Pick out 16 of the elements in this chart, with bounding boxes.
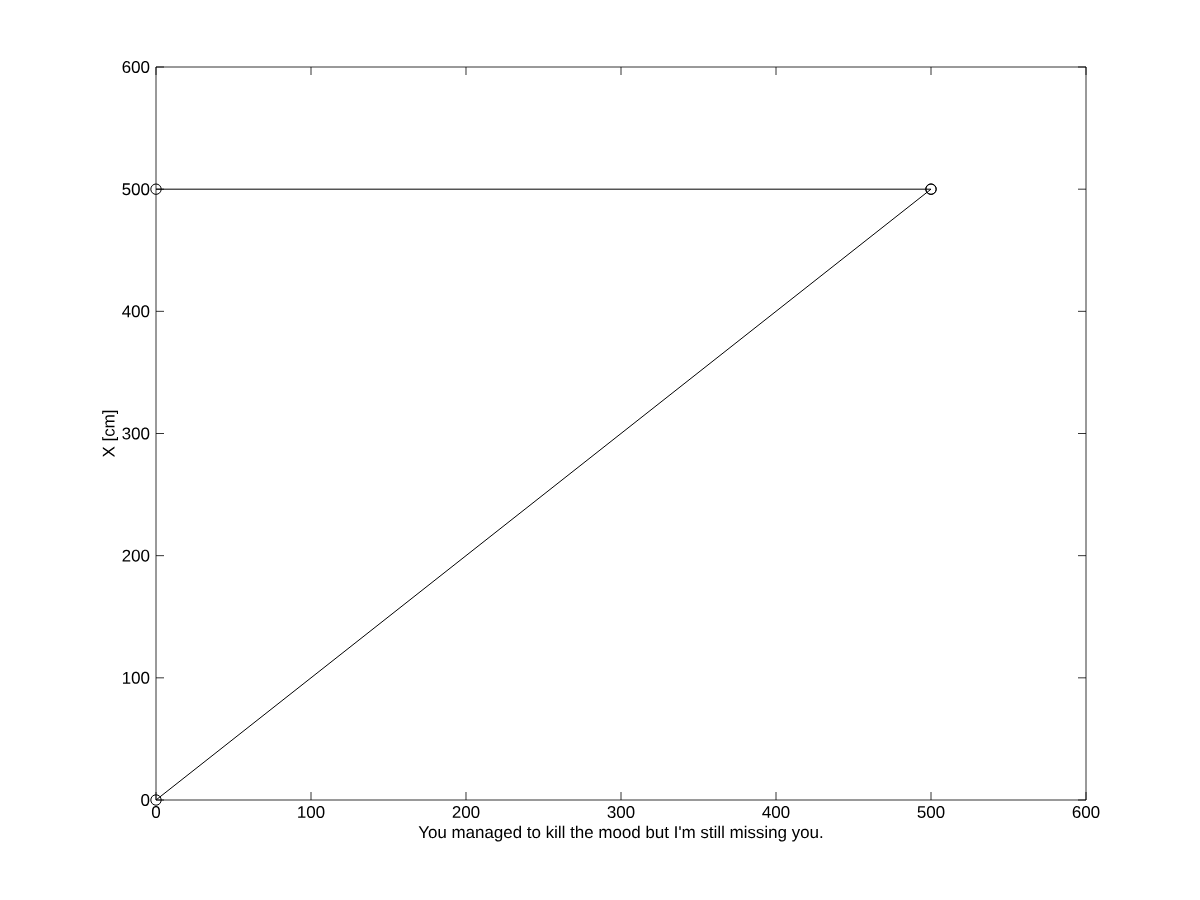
- y-tick-label: 0: [141, 794, 150, 806]
- y-tick-label: 400: [122, 305, 150, 318]
- x-tick-label: 200: [452, 806, 480, 819]
- y-axis-title: X [cm]: [102, 410, 118, 458]
- y-tick-label: 200: [122, 549, 150, 562]
- y-tick-label: 500: [122, 183, 150, 196]
- x-tick-label: 600: [1072, 806, 1100, 819]
- x-tick-label: 500: [917, 806, 945, 819]
- y-tick-label: 600: [122, 61, 150, 73]
- y-tick-label: 100: [122, 671, 150, 684]
- x-tick-label: 0: [151, 806, 161, 819]
- x-tick-label: 400: [762, 806, 790, 819]
- x-axis-title: You managed to kill the mood but I'm still missing you.: [418, 825, 823, 842]
- y-tick-label: 300: [122, 427, 150, 440]
- x-tick-label: 100: [298, 806, 325, 819]
- x-tick-label: 300: [607, 806, 635, 819]
